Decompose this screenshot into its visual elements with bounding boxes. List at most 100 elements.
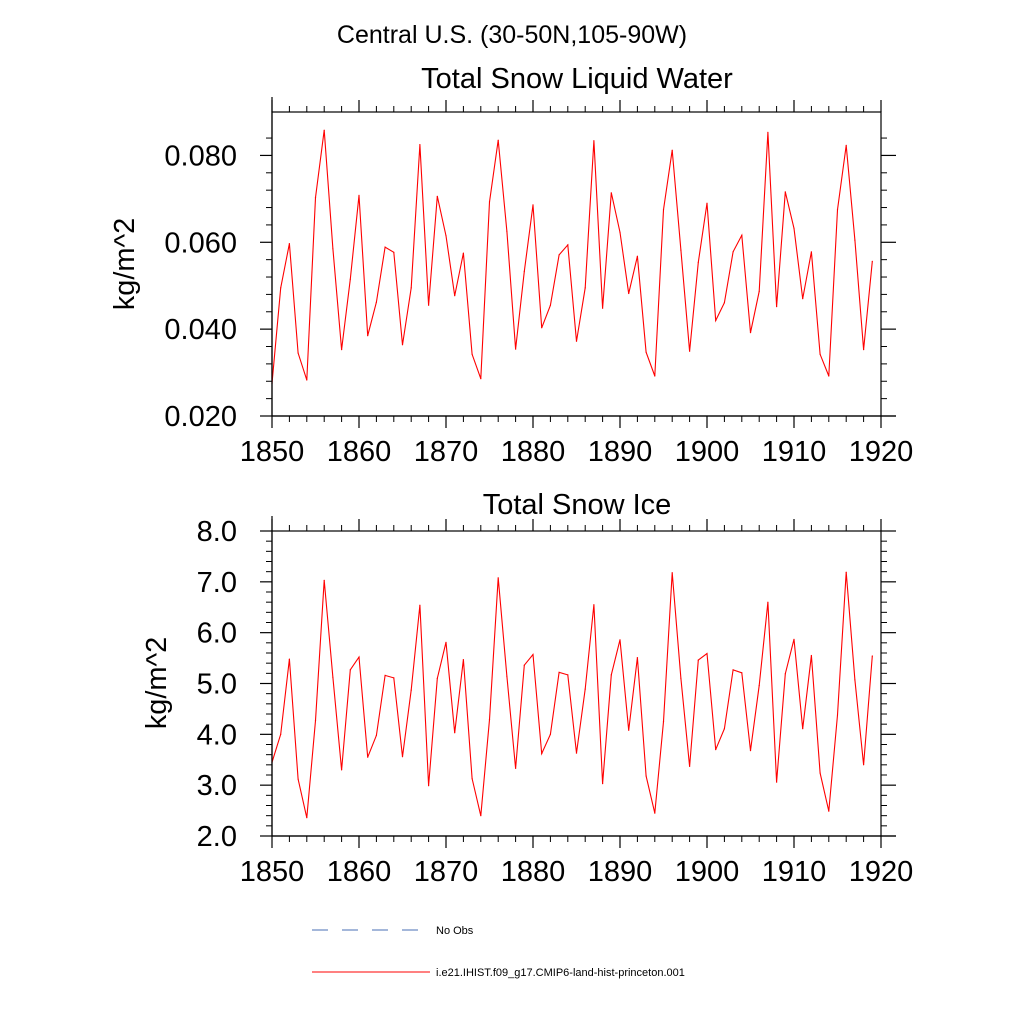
data-point xyxy=(610,674,612,676)
y-tick-label: 0.060 xyxy=(164,227,237,259)
data-point xyxy=(662,209,665,211)
data-point xyxy=(567,674,569,676)
data-point xyxy=(515,348,517,350)
data-point xyxy=(723,302,726,304)
data-point xyxy=(471,778,473,780)
data-point xyxy=(741,234,743,236)
y-axis-label: kg/m^2 xyxy=(141,637,173,730)
data-point xyxy=(619,639,621,641)
data-point xyxy=(523,664,525,666)
y-tick-label: 7.0 xyxy=(197,567,237,599)
data-point xyxy=(610,192,612,194)
data-point xyxy=(401,756,404,758)
data-point xyxy=(332,248,334,250)
data-point xyxy=(689,765,691,768)
x-tick-label: 1850 xyxy=(240,436,305,468)
data-point xyxy=(419,604,421,606)
data-point xyxy=(297,778,299,780)
data-point xyxy=(541,753,543,755)
legend-label-model-run: i.e21.IHIST.f09_g17.CMIP6-land-hist-prin… xyxy=(436,967,685,979)
data-point xyxy=(628,729,630,731)
plot-frame xyxy=(271,111,882,417)
data-point xyxy=(810,654,813,657)
data-point xyxy=(828,810,830,812)
data-point xyxy=(749,332,752,334)
data-point xyxy=(506,675,508,678)
y-tick-label: 4.0 xyxy=(197,719,237,751)
data-point xyxy=(288,658,290,660)
data-point xyxy=(732,251,734,253)
panel-title: Total Snow Liquid Water xyxy=(421,63,733,95)
data-point xyxy=(323,579,325,581)
panel-snow-liquid-water: Total Snow Liquid Water 1850 1860 1870 1880… xyxy=(109,63,913,468)
data-point xyxy=(558,671,560,673)
data-point xyxy=(723,728,726,730)
data-point xyxy=(375,301,377,303)
data-point xyxy=(341,349,343,351)
data-point xyxy=(454,295,456,297)
data-point xyxy=(593,140,595,142)
figure-title: Central U.S. (30-50N,105-90W) xyxy=(337,21,687,49)
data-point xyxy=(488,201,491,203)
x-tick-label: 1900 xyxy=(675,436,740,468)
data-point xyxy=(575,340,578,342)
data-point xyxy=(549,733,552,735)
y-tick-label: 5.0 xyxy=(197,669,237,701)
data-point xyxy=(645,775,647,777)
data-point xyxy=(480,378,482,380)
series-line xyxy=(271,130,873,384)
data-point xyxy=(462,659,464,661)
data-point xyxy=(575,752,578,754)
data-point xyxy=(480,815,482,817)
data-point xyxy=(419,144,421,146)
data-point xyxy=(306,379,308,381)
data-point xyxy=(306,817,308,819)
legend-label-no-obs: No Obs xyxy=(436,925,474,937)
data-point xyxy=(697,261,699,263)
series-line xyxy=(271,572,873,818)
x-tick-label: 1870 xyxy=(414,856,479,888)
x-tick-label: 1880 xyxy=(501,856,566,888)
data-point xyxy=(445,641,447,643)
data-point xyxy=(636,657,639,659)
y-axis-label: kg/m^2 xyxy=(109,218,141,311)
data-point xyxy=(836,714,839,716)
data-point xyxy=(384,246,386,248)
data-point xyxy=(393,677,395,679)
data-point xyxy=(784,191,786,193)
data-point xyxy=(732,669,734,671)
data-point xyxy=(767,131,769,133)
data-point xyxy=(584,287,586,289)
data-point xyxy=(367,756,369,758)
data-point xyxy=(314,197,317,199)
data-point xyxy=(323,129,325,131)
data-point xyxy=(706,652,708,655)
data-point xyxy=(515,767,517,770)
data-point xyxy=(628,292,630,295)
data-point xyxy=(662,721,665,723)
x-tick-label: 1890 xyxy=(588,856,653,888)
y-tick-label: 2.0 xyxy=(197,821,237,853)
data-point xyxy=(462,252,464,254)
data-point xyxy=(854,239,856,241)
y-tick-label: 0.020 xyxy=(164,401,237,433)
data-point xyxy=(645,351,647,353)
y-tick-label: 0.080 xyxy=(164,140,237,172)
data-point xyxy=(497,139,499,141)
y-tick-label: 0.040 xyxy=(164,314,237,346)
data-point xyxy=(602,307,604,309)
data-point xyxy=(593,604,595,606)
data-point xyxy=(749,750,752,752)
data-point xyxy=(793,227,795,229)
data-point xyxy=(341,769,343,771)
data-point xyxy=(810,251,813,253)
data-point xyxy=(497,577,499,579)
data-point xyxy=(445,235,447,237)
data-point xyxy=(828,375,830,377)
data-point xyxy=(410,689,412,691)
data-point xyxy=(454,732,456,734)
data-point xyxy=(619,231,621,233)
data-point xyxy=(741,672,743,674)
data-point xyxy=(776,306,778,308)
data-point xyxy=(428,785,430,787)
